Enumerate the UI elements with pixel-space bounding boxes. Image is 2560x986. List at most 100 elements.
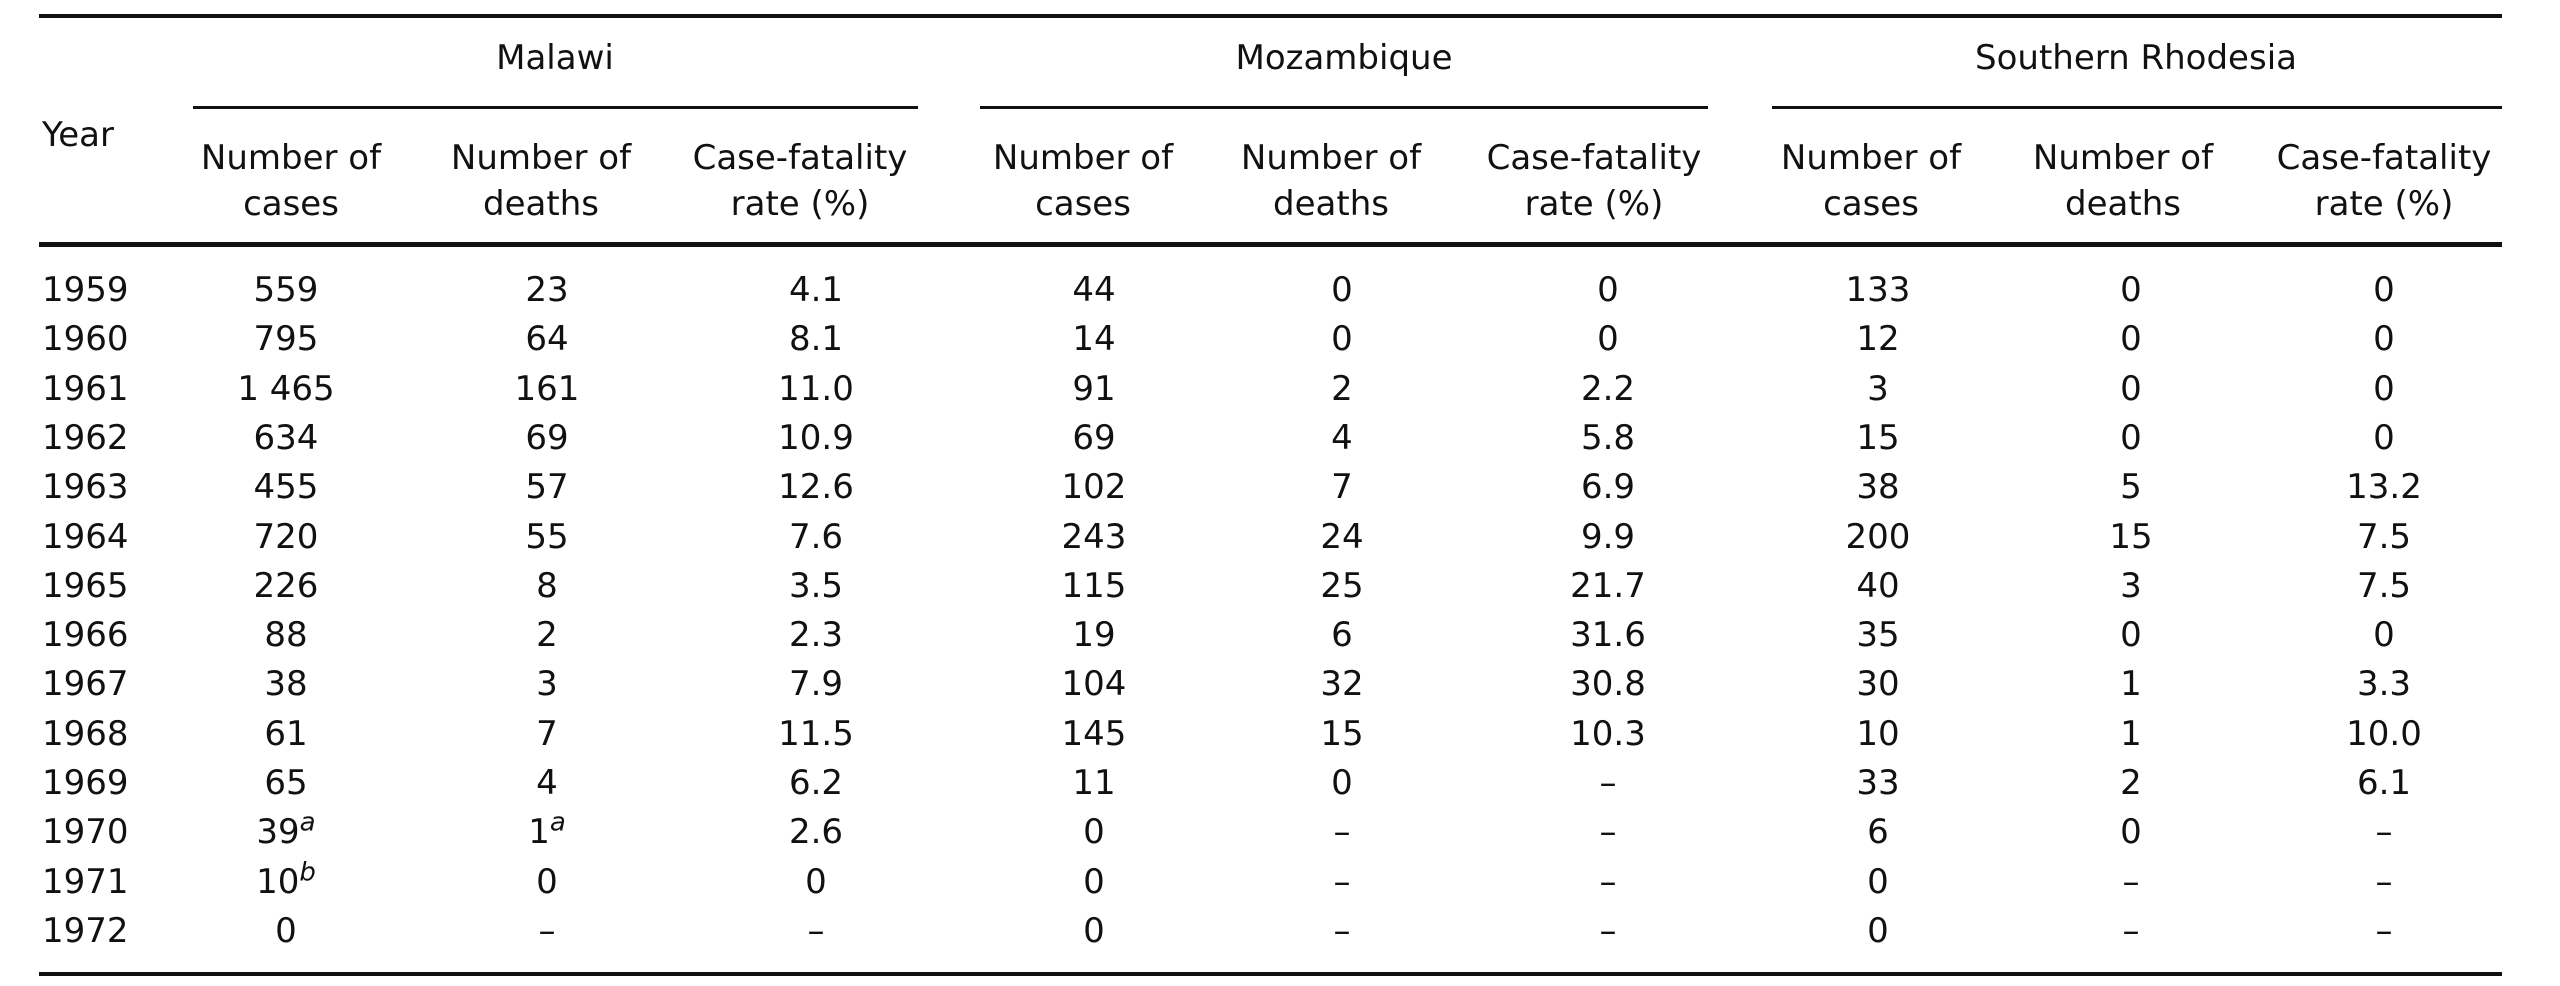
column-header: Number of bbox=[992, 138, 1174, 178]
table-cell: 7.5 bbox=[2356, 565, 2412, 606]
table-cell: 6.9 bbox=[1580, 467, 1636, 508]
column-header: deaths bbox=[483, 184, 599, 224]
table-cell: 5 bbox=[2120, 467, 2142, 508]
table-cell: 13.2 bbox=[2346, 467, 2422, 508]
group-rule bbox=[980, 106, 1708, 109]
table-cell: 0 bbox=[2120, 615, 2142, 656]
footnote-mark: a bbox=[549, 807, 566, 838]
table-cell: 11.5 bbox=[778, 713, 854, 754]
table-cell: 0 bbox=[805, 861, 827, 902]
table-cell: 5.8 bbox=[1580, 417, 1636, 458]
table-cell: 1 bbox=[2120, 664, 2142, 705]
table-cell: – bbox=[1599, 861, 1617, 902]
table-cell: 10 bbox=[1856, 713, 1900, 754]
table-cell: 133 bbox=[1845, 270, 1911, 310]
table-cell: 200 bbox=[1845, 516, 1911, 557]
footnote-mark: b bbox=[299, 857, 316, 888]
table-cell: 1a bbox=[528, 810, 566, 852]
column-header: Number of bbox=[1240, 138, 1422, 178]
table-cell: 0 bbox=[2373, 615, 2395, 656]
group-rule bbox=[193, 106, 918, 109]
table-cell: 38 bbox=[264, 664, 308, 705]
table-cell: 33 bbox=[1856, 763, 1900, 803]
table-cell: 0 bbox=[2373, 417, 2395, 458]
table-cell: 21.7 bbox=[1570, 565, 1646, 606]
header-rule bbox=[39, 242, 2502, 247]
column-header: rate (%) bbox=[2314, 184, 2454, 224]
table-cell: 0 bbox=[1083, 861, 1105, 902]
table-cell: 3 bbox=[536, 664, 558, 705]
table-cell: 6 bbox=[1867, 812, 1889, 853]
group-title: Mozambique bbox=[1235, 38, 1453, 78]
table-cell: 0 bbox=[2120, 812, 2142, 853]
table-cell: 243 bbox=[1061, 516, 1127, 557]
year-cell: 1972 bbox=[42, 910, 129, 951]
table-cell: – bbox=[1599, 812, 1617, 853]
table-cell: 11.0 bbox=[778, 368, 854, 409]
year-cell: 1969 bbox=[42, 763, 129, 803]
year-cell: 1971 bbox=[42, 861, 129, 902]
table-cell: 91 bbox=[1072, 368, 1116, 409]
table-cell: 2 bbox=[1331, 368, 1353, 409]
column-header: rate (%) bbox=[1524, 184, 1664, 224]
table-cell: – bbox=[807, 910, 825, 951]
table-cell: 6.1 bbox=[2356, 763, 2412, 803]
table-cell: 55 bbox=[525, 516, 569, 557]
table-cell: 35 bbox=[1856, 615, 1900, 656]
table-cell: 2.2 bbox=[1580, 368, 1636, 409]
table-cell: 10.9 bbox=[778, 417, 854, 458]
table-cell: 0 bbox=[1867, 861, 1889, 902]
table-cell: 9.9 bbox=[1580, 516, 1636, 557]
table-cell: 6.2 bbox=[788, 763, 844, 803]
year-cell: 1960 bbox=[42, 319, 129, 360]
column-header: deaths bbox=[2065, 184, 2181, 224]
table-cell: 145 bbox=[1061, 713, 1127, 754]
table-cell: 0 bbox=[2120, 319, 2142, 360]
table-cell: 2 bbox=[536, 615, 558, 656]
table-cell: 0 bbox=[1083, 910, 1105, 951]
table-cell: 455 bbox=[253, 467, 319, 508]
table-cell: 7 bbox=[1331, 467, 1353, 508]
table-cell: – bbox=[1599, 910, 1617, 951]
table-cell: – bbox=[2375, 861, 2393, 902]
year-cell: 1963 bbox=[42, 467, 129, 508]
table-cell: 32 bbox=[1320, 664, 1364, 705]
year-cell: 1970 bbox=[42, 812, 129, 853]
table-cell: – bbox=[1333, 861, 1351, 902]
table-cell: 38 bbox=[1856, 467, 1900, 508]
table-cell: – bbox=[2375, 812, 2393, 853]
table-cell: 3 bbox=[2120, 565, 2142, 606]
table-cell: 0 bbox=[1083, 812, 1105, 853]
table-cell: 0 bbox=[2120, 417, 2142, 458]
table-cell: – bbox=[2122, 910, 2140, 951]
table-cell: 0 bbox=[2120, 368, 2142, 409]
year-cell: 1959 bbox=[42, 270, 129, 310]
year-cell: 1968 bbox=[42, 713, 129, 754]
table-cell: – bbox=[1333, 812, 1351, 853]
table-cell: 3.5 bbox=[788, 565, 844, 606]
column-header: Case-fatality bbox=[1486, 138, 1702, 178]
table-cell: 64 bbox=[525, 319, 569, 360]
table-cell: 69 bbox=[525, 417, 569, 458]
table-cell: 720 bbox=[253, 516, 319, 557]
year-cell: 1966 bbox=[42, 615, 129, 656]
table-cell: 7 bbox=[536, 713, 558, 754]
table-cell: 0 bbox=[2373, 319, 2395, 360]
table-cell: 161 bbox=[514, 368, 580, 409]
table-cell: – bbox=[2375, 910, 2393, 951]
table-cell: 3.3 bbox=[2356, 664, 2412, 705]
table-cell: 12 bbox=[1856, 319, 1900, 360]
table-cell: 0 bbox=[1597, 270, 1619, 310]
column-header: Number of bbox=[450, 138, 632, 178]
table-cell: 15 bbox=[2109, 516, 2153, 557]
table-cell: – bbox=[2122, 861, 2140, 902]
table-cell: 7.5 bbox=[2356, 516, 2412, 557]
table-cell: 23 bbox=[525, 270, 569, 310]
table-cell: 14 bbox=[1072, 319, 1116, 360]
table-cell: 11 bbox=[1072, 763, 1116, 803]
table-cell: 1 bbox=[2120, 713, 2142, 754]
table-cell: 2 bbox=[2120, 763, 2142, 803]
column-header: Number of bbox=[200, 138, 382, 178]
table-cell: 0 bbox=[1867, 910, 1889, 951]
table-cell: – bbox=[1333, 910, 1351, 951]
